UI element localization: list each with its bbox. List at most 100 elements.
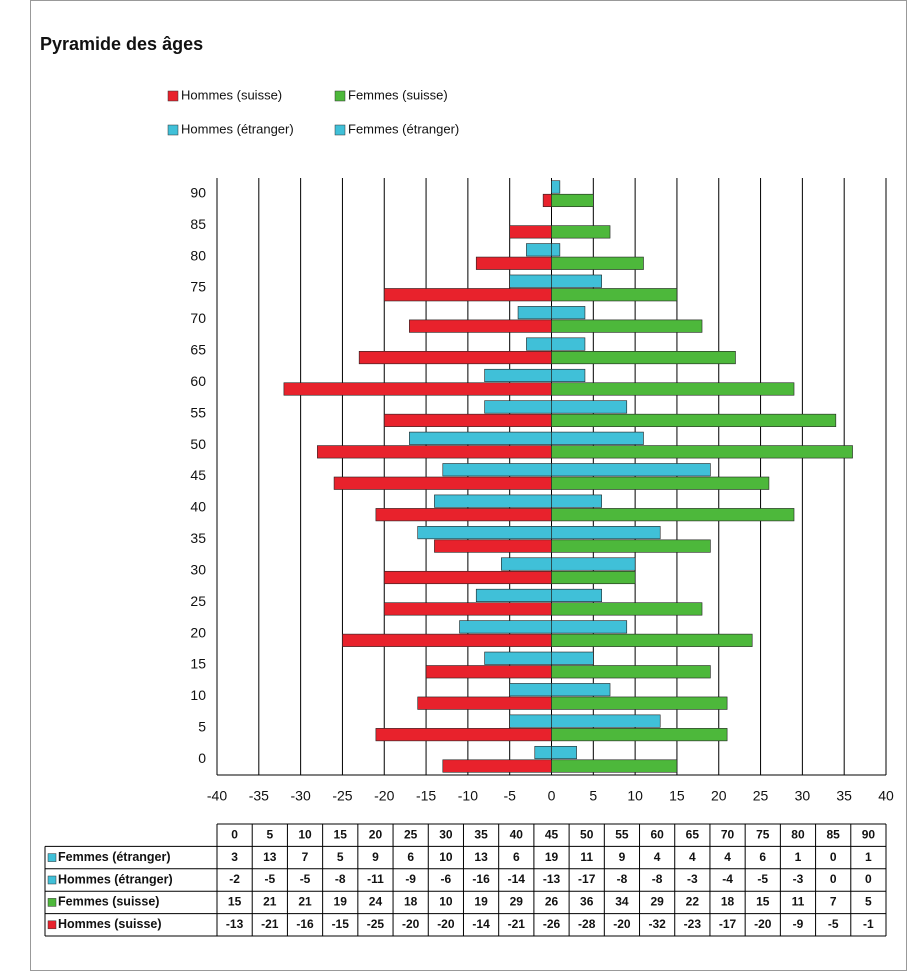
bar <box>375 508 552 522</box>
bar <box>484 400 552 414</box>
bar <box>484 368 552 383</box>
table-cell: -20 <box>754 917 772 931</box>
bar <box>501 557 552 571</box>
table-cell: -9 <box>405 872 416 886</box>
bar <box>375 728 552 742</box>
table-cell: -16 <box>296 917 314 931</box>
bar <box>551 243 561 257</box>
table-cell: 6 <box>407 850 414 864</box>
legend-label: Femmes (suisse) <box>348 87 448 102</box>
x-tick-label: 35 <box>836 788 852 804</box>
bar <box>551 696 728 710</box>
table-cell: 4 <box>724 850 731 864</box>
table-cell: 26 <box>545 895 559 909</box>
x-tick-label: 40 <box>878 788 894 804</box>
table-cell: 0 <box>830 872 837 886</box>
legend-swatch <box>167 90 179 102</box>
bar <box>383 602 552 616</box>
bar <box>434 539 552 553</box>
table-row-label: Femmes (étranger) <box>58 850 171 864</box>
bar <box>417 696 552 710</box>
table-cell: -14 <box>472 917 490 931</box>
table-cell: -8 <box>652 872 663 886</box>
bar <box>551 745 577 760</box>
table-header: 75 <box>756 827 770 841</box>
table-cell: 4 <box>689 850 696 864</box>
bar <box>283 382 552 396</box>
bar <box>551 351 736 365</box>
table-cell: -5 <box>757 872 768 886</box>
y-tick-label: 90 <box>190 184 206 200</box>
x-tick-label: -30 <box>291 788 311 804</box>
table-header: 70 <box>721 827 735 841</box>
table-cell: 11 <box>792 895 805 909</box>
bar <box>526 243 552 257</box>
y-tick-label: 15 <box>190 656 206 672</box>
table-cell: 34 <box>615 895 629 909</box>
bar <box>551 431 644 445</box>
bar <box>551 225 611 239</box>
table-cell: -8 <box>617 872 628 886</box>
table-cell: -17 <box>719 917 737 931</box>
table-swatch <box>47 898 57 907</box>
bar <box>551 714 661 728</box>
bar <box>551 728 728 742</box>
table-cell: 19 <box>334 895 348 909</box>
table-cell: -2 <box>229 872 240 886</box>
table-cell: -8 <box>335 872 346 886</box>
table-cell: 21 <box>298 895 312 909</box>
table-cell: 19 <box>545 850 559 864</box>
x-tick-label: 15 <box>669 788 685 804</box>
table-cell: -15 <box>332 917 350 931</box>
table-cell: 18 <box>721 895 735 909</box>
table-header: 90 <box>862 827 876 841</box>
y-tick-label: 85 <box>190 216 206 232</box>
table-cell: 29 <box>650 895 664 909</box>
y-tick-label: 80 <box>190 247 206 263</box>
bar <box>551 683 611 697</box>
bar <box>517 306 552 320</box>
table-cell: -25 <box>367 917 385 931</box>
table-header: 20 <box>369 827 383 841</box>
bar <box>475 256 552 270</box>
y-tick-label: 45 <box>190 467 206 483</box>
y-tick-label: 30 <box>190 561 206 577</box>
bar <box>409 319 552 333</box>
y-tick-label: 0 <box>198 750 206 766</box>
table-cell: 4 <box>654 850 661 864</box>
table-cell: 10 <box>439 895 453 909</box>
table-cell: -3 <box>793 872 804 886</box>
table-cell: -5 <box>300 872 311 886</box>
bar <box>551 665 711 679</box>
table-cell: -21 <box>508 917 526 931</box>
table-cell: 36 <box>580 895 594 909</box>
y-tick-label: 60 <box>190 373 206 389</box>
legend-swatch <box>334 90 346 102</box>
table-cell: -20 <box>613 917 631 931</box>
bar <box>551 306 586 320</box>
x-tick-label: -5 <box>503 788 516 804</box>
bar <box>459 620 552 634</box>
x-tick-label: -40 <box>207 788 227 804</box>
bar <box>551 400 628 414</box>
table-cell: 15 <box>228 895 242 909</box>
table-cell: 18 <box>404 895 418 909</box>
table-cell: -20 <box>402 917 420 931</box>
table-cell: -14 <box>508 872 526 886</box>
table-cell: 5 <box>337 850 344 864</box>
table-header: 50 <box>580 827 594 841</box>
x-tick-label: 0 <box>548 788 556 804</box>
table-cell: -28 <box>578 917 596 931</box>
table-cell: -5 <box>264 872 275 886</box>
bar <box>383 413 552 427</box>
y-tick-label: 25 <box>190 593 206 609</box>
bar <box>551 759 678 773</box>
table-cell: 6 <box>759 850 766 864</box>
table-row-label: Hommes (suisse) <box>58 917 162 931</box>
table-cell: 13 <box>474 850 488 864</box>
table-header: 5 <box>266 827 273 841</box>
table-header: 15 <box>334 827 348 841</box>
bar <box>551 588 602 602</box>
table-header: 35 <box>474 827 488 841</box>
x-tick-label: 5 <box>589 788 597 804</box>
